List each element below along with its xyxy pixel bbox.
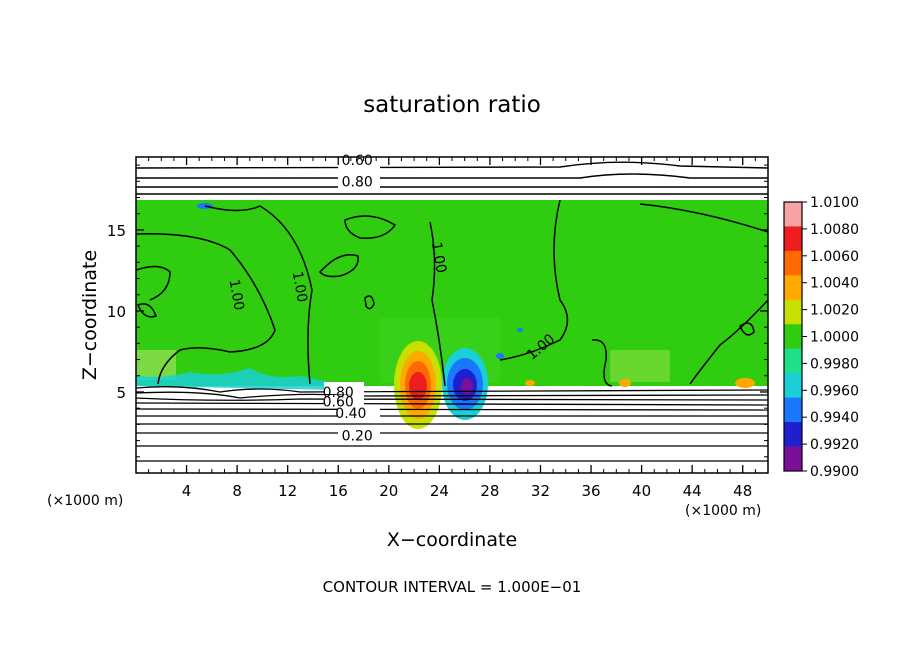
y-tick-label: 15 xyxy=(107,222,126,240)
contour-line xyxy=(136,391,768,399)
cool-anomaly xyxy=(496,353,504,359)
x-tick-label: 20 xyxy=(379,482,398,500)
contour-label-box xyxy=(324,382,364,394)
contour-line xyxy=(136,386,768,393)
contour-label: 0.60 xyxy=(323,395,354,411)
contour-line xyxy=(136,233,276,385)
contour-lines-upper xyxy=(136,161,768,195)
contour-line xyxy=(739,322,755,336)
contour-line xyxy=(364,295,375,310)
contour-label-box xyxy=(338,155,380,169)
contour-label: 0.20 xyxy=(342,429,373,445)
contour-line xyxy=(204,205,313,385)
plot-area xyxy=(136,161,768,462)
contour-label-box xyxy=(338,406,380,420)
colorbar: 1.0100 1.0080 1.0060 1.0040 1.0020 1.0000 0.99… xyxy=(783,195,859,480)
x-tick-label: 36 xyxy=(581,482,600,500)
colorbar-label: 0.9900 xyxy=(810,464,859,480)
colorbar-label: 0.9940 xyxy=(810,410,859,426)
contour-line xyxy=(639,203,768,233)
colorbar-swatch xyxy=(784,226,802,252)
contour-line xyxy=(136,161,768,169)
contour-line xyxy=(136,265,171,301)
x-tick-label: 16 xyxy=(329,482,348,500)
x-tick-label: 44 xyxy=(683,482,702,500)
x-tick-label: 28 xyxy=(480,482,499,500)
colorbar-label: 1.0060 xyxy=(810,249,859,265)
cool-anomaly xyxy=(517,328,523,332)
contour-line xyxy=(429,221,446,387)
contour-label: 1.00 xyxy=(428,241,449,274)
contour-label-box xyxy=(338,426,380,440)
colorbar-swatch xyxy=(784,275,802,301)
colorbar-swatch xyxy=(784,250,802,276)
x-tick-label: 48 xyxy=(733,482,752,500)
colorbar-swatch xyxy=(784,373,802,399)
x-axis-label: X−coordinate xyxy=(387,529,517,551)
contour-line xyxy=(136,173,768,179)
warm-anomaly xyxy=(735,378,755,388)
colorbar-label: 1.0000 xyxy=(810,330,859,346)
contour-interval-note: CONTOUR INTERVAL = 1.000E−01 xyxy=(323,578,582,596)
colorbar-swatch xyxy=(784,446,802,472)
colorbar-label: 0.9960 xyxy=(810,383,859,399)
colorbar-label: 1.0040 xyxy=(810,276,859,292)
chart-title: saturation ratio xyxy=(363,92,541,118)
colorbar-label: 1.0080 xyxy=(810,222,859,238)
contour-label: 0.80 xyxy=(323,385,354,401)
contour-label: 1.00 xyxy=(289,270,310,303)
cool-anomaly xyxy=(461,378,473,394)
warm-anomaly xyxy=(409,372,427,400)
field-patch xyxy=(136,350,176,380)
colorbar-label: 0.9980 xyxy=(810,356,859,372)
colorbar-label: 1.0020 xyxy=(810,303,859,319)
x-unit-left: (×1000 m) xyxy=(47,493,123,509)
warm-anomaly xyxy=(525,380,535,386)
contour-lines-lower xyxy=(136,386,768,462)
x-tick-label: 32 xyxy=(531,482,550,500)
contour-line xyxy=(499,199,569,361)
x-tick-label: 24 xyxy=(430,482,449,500)
colorbar-swatch xyxy=(784,348,802,374)
colorbar-swatch xyxy=(784,202,802,227)
y-tick-label: 5 xyxy=(116,384,126,402)
y-tick-label: 10 xyxy=(107,303,126,321)
contour-line xyxy=(689,299,768,385)
contour-label: 0.60 xyxy=(342,153,373,169)
colorbar-swatch xyxy=(784,397,802,423)
contour-line xyxy=(344,215,397,239)
contour-label-boxes xyxy=(324,155,380,440)
contour-label: 1.00 xyxy=(226,278,247,311)
colorbar-label: 0.9920 xyxy=(810,437,859,453)
contour-label-box xyxy=(324,395,364,407)
field-patch xyxy=(610,350,670,382)
cool-band xyxy=(136,368,340,390)
y-axis: 5 10 15 xyxy=(107,164,768,458)
contour-line xyxy=(137,303,157,318)
x-tick-label: 8 xyxy=(232,482,242,500)
contour-label: 0.40 xyxy=(335,406,366,422)
x-axis: 4 8 12 16 20 24 28 32 36 40 44 48 xyxy=(148,157,756,500)
contour-line xyxy=(591,339,613,387)
contour-labels: 0.600.801.00 1.001.001.000.800.600.400.20 xyxy=(226,153,559,444)
colorbar-swatch xyxy=(784,422,802,448)
contour-lines-100 xyxy=(136,199,768,387)
warm-anomaly xyxy=(619,379,631,387)
x-tick-label: 40 xyxy=(632,482,651,500)
y-axis-label: Z−coordinate xyxy=(79,250,101,380)
contour-label: 0.80 xyxy=(342,174,373,190)
x-tick-label: 12 xyxy=(278,482,297,500)
contour-line xyxy=(136,397,768,401)
colorbar-swatch xyxy=(784,299,802,325)
x-tick-label: 4 xyxy=(182,482,192,500)
contour-line xyxy=(136,402,768,406)
x-unit-right: (×1000 m) xyxy=(685,503,761,519)
contour-line xyxy=(319,254,359,278)
contour-label-box xyxy=(338,176,380,190)
colorbar-swatch xyxy=(784,324,802,350)
colorbar-label: 1.0100 xyxy=(810,195,859,211)
contour-line xyxy=(136,408,768,411)
